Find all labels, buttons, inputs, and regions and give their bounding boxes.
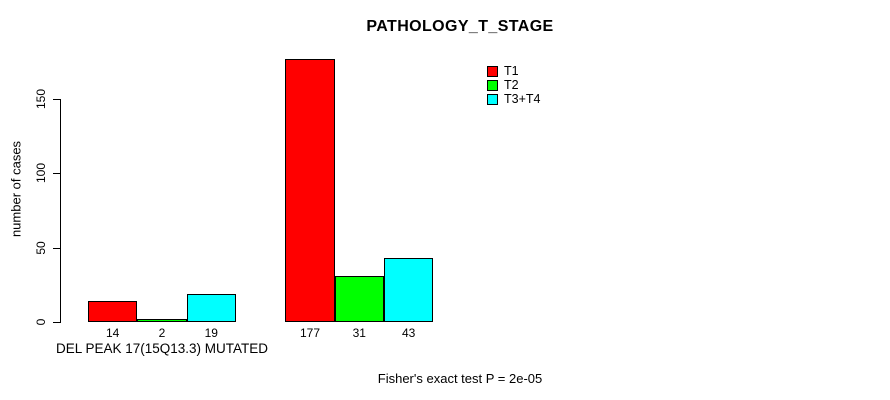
bar-t1 (88, 301, 138, 322)
bar-value-label: 14 (105, 326, 120, 340)
bar-t1 (285, 58, 335, 322)
legend-swatch-t1 (487, 66, 498, 77)
y-axis-tick-label: 50 (34, 240, 48, 255)
y-axis-tick-label: 100 (34, 163, 48, 184)
legend-swatch-t3-t4 (487, 94, 498, 105)
bar-t2 (137, 319, 187, 322)
y-axis-tick (53, 173, 60, 175)
bar-value-label: 177 (299, 326, 320, 340)
bar-t2 (334, 275, 384, 322)
y-axis-tick (53, 98, 60, 100)
bar-value-label: 31 (352, 326, 366, 340)
y-axis-label: number of cases (8, 140, 24, 238)
bar-t3-t4 (383, 258, 434, 322)
group-label: DEL PEAK 17(15Q13.3) MUTATED (55, 341, 269, 356)
y-axis-tick (53, 247, 60, 249)
legend-item-label: T1 (504, 64, 519, 78)
bar-t3-t4 (186, 293, 236, 322)
bar-value-label: 43 (401, 326, 416, 340)
legend-swatch-t2 (487, 80, 498, 91)
bar-value-label: 19 (204, 326, 218, 340)
footnote: Fisher's exact test P = 2e-05 (377, 371, 543, 386)
y-axis-line (60, 98, 61, 323)
bar-value-label: 2 (158, 326, 166, 340)
legend-item-label: T3+T4 (504, 92, 541, 106)
y-axis-tick-label: 0 (34, 318, 48, 326)
y-axis-tick-label: 150 (34, 88, 48, 109)
legend-item-label: T2 (504, 78, 519, 92)
chart-title: PATHOLOGY_T_STAGE (366, 18, 554, 35)
y-axis-tick (53, 322, 60, 323)
